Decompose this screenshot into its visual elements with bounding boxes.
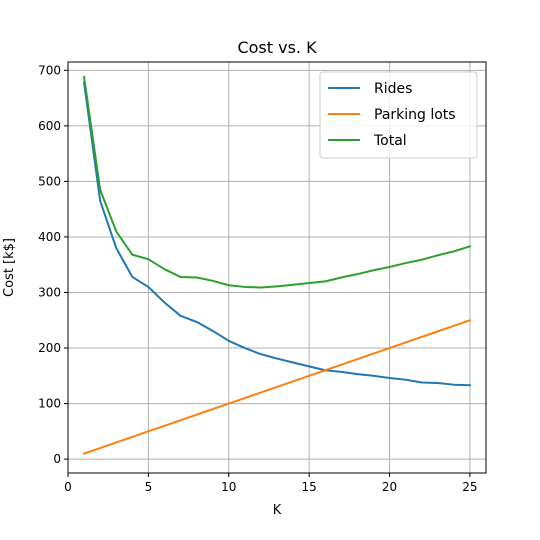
chart-title: Cost vs. K	[237, 38, 317, 57]
x-tick-label: 5	[145, 480, 153, 494]
axis-ticks: 0 5 10 15 20 25 0 100 200 300 400 500 600 700	[38, 63, 477, 494]
x-tick-label: 15	[302, 480, 317, 494]
series-line-total	[82, 75, 472, 289]
y-tick-label: 100	[38, 397, 61, 411]
y-axis-label: Cost [k$]	[2, 238, 17, 297]
legend-label-total: Total	[373, 133, 407, 149]
series-lines	[82, 75, 472, 455]
x-tick-label: 10	[221, 480, 236, 494]
series-line-parking-lots	[82, 318, 472, 455]
y-tick-label: 400	[38, 230, 61, 244]
legend-box	[319, 71, 478, 159]
y-tick-label: 700	[38, 63, 61, 77]
plot-area-frame	[67, 61, 487, 474]
x-tick-label: 0	[64, 480, 72, 494]
legend: Rides Parking lots Total	[319, 71, 478, 159]
x-tick-label: 20	[382, 480, 397, 494]
x-tick-label: 25	[462, 480, 477, 494]
y-tick-label: 300	[38, 285, 61, 299]
y-tick-label: 600	[38, 119, 61, 133]
legend-label-parking-lots: Parking lots	[374, 107, 456, 123]
y-tick-label: 500	[38, 174, 61, 188]
legend-label-rides: Rides	[374, 81, 412, 97]
y-tick-label: 0	[53, 452, 61, 466]
series-line-rides	[82, 81, 471, 387]
y-tick-label: 200	[38, 341, 61, 355]
x-axis-label: K	[273, 503, 282, 518]
